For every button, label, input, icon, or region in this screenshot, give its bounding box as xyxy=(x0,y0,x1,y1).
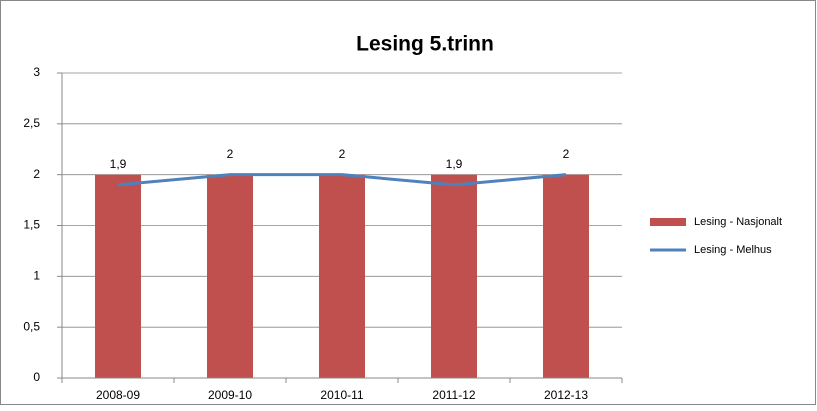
y-tick-label: 1,5 xyxy=(23,218,40,232)
bar xyxy=(543,174,589,378)
data-label: 1,9 xyxy=(446,157,463,171)
x-tick-label: 2010-11 xyxy=(320,388,363,402)
legend-swatch xyxy=(650,218,686,226)
x-tick-label: 2012-13 xyxy=(544,388,588,402)
y-tick-label: 3 xyxy=(33,65,40,79)
legend-label: Lesing - Melhus xyxy=(694,244,772,256)
y-tick-label: 0 xyxy=(33,370,40,384)
bar xyxy=(95,174,141,378)
y-tick-label: 2 xyxy=(33,167,40,181)
y-tick-label: 0,5 xyxy=(23,319,40,333)
x-tick-label: 2011-12 xyxy=(432,388,475,402)
data-label: 2 xyxy=(227,147,234,161)
x-tick-label: 2009-10 xyxy=(208,388,252,402)
data-label: 1,9 xyxy=(110,157,127,171)
x-tick-label: 2008-09 xyxy=(96,388,140,402)
data-label: 2 xyxy=(339,147,346,161)
line xyxy=(117,173,567,187)
y-tick-label: 1 xyxy=(33,269,40,283)
bar xyxy=(431,174,477,378)
legend-label: Lesing - Nasjonalt xyxy=(694,216,782,228)
data-label: 2 xyxy=(563,147,570,161)
bar xyxy=(319,174,365,378)
y-tick-label: 2,5 xyxy=(23,116,40,130)
bar xyxy=(207,174,253,378)
chart-title: Lesing 5.trinn xyxy=(356,33,494,56)
